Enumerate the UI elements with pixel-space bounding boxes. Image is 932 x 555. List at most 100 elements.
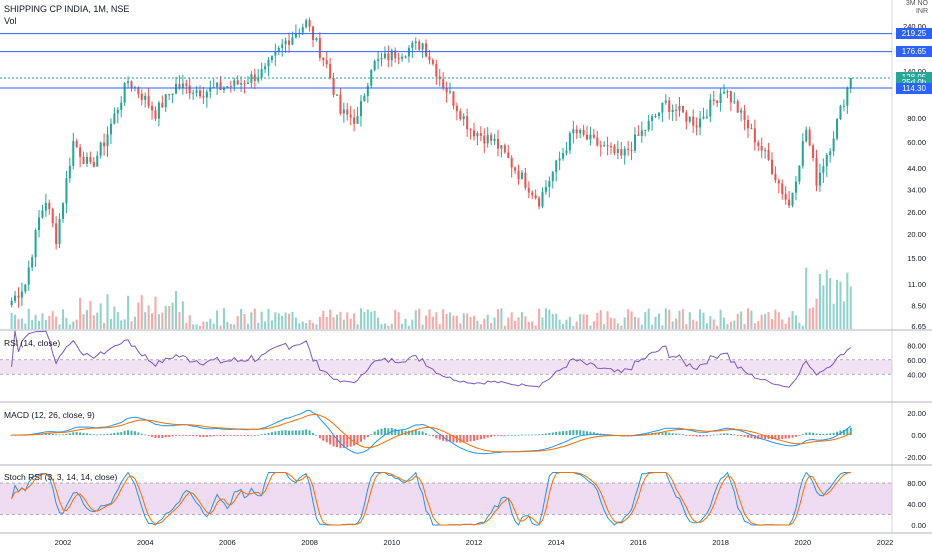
- candle-body: [209, 87, 212, 92]
- volume-bar: [82, 314, 85, 329]
- macd-histogram-bar: [192, 435, 195, 437]
- volume-bar: [452, 315, 455, 329]
- candle-body: [565, 150, 568, 154]
- volume-bar: [753, 323, 756, 329]
- volume-bar: [404, 318, 407, 329]
- volume-bar: [579, 314, 582, 329]
- macd-histogram-bar: [462, 435, 465, 443]
- volume-bar: [445, 313, 448, 329]
- candle-body: [661, 102, 664, 113]
- candle-body: [55, 223, 58, 245]
- time-tick-label: 2014: [548, 538, 565, 547]
- candle-body: [370, 70, 373, 86]
- volume-bar: [174, 291, 178, 329]
- candle-body: [17, 295, 20, 298]
- macd-histogram-bar: [168, 435, 171, 437]
- macd-histogram-bar: [61, 434, 65, 436]
- candle-body: [202, 96, 205, 98]
- volume-bar: [250, 312, 253, 329]
- volume-bar: [613, 318, 616, 329]
- candle-body: [668, 100, 671, 112]
- macd-histogram-bar: [716, 434, 719, 436]
- candle-body: [329, 64, 332, 78]
- macd-histogram-bar: [222, 435, 226, 436]
- candle-body: [147, 96, 150, 107]
- macd-histogram-bar: [671, 433, 674, 435]
- volume-bar: [61, 309, 65, 329]
- candle-body: [599, 145, 602, 147]
- macd-histogram-bar: [794, 435, 797, 437]
- volume-bar: [538, 308, 541, 329]
- volume-bar: [226, 321, 229, 329]
- macd-histogram-bar: [154, 435, 157, 438]
- volume-bar: [260, 311, 263, 329]
- candle-body: [692, 116, 695, 126]
- candle-body: [431, 59, 434, 64]
- candle-body: [445, 87, 448, 93]
- macd-tick-label: -20.00: [905, 453, 926, 462]
- candle-body: [233, 80, 236, 87]
- price-tick-label: 26.00: [907, 208, 926, 217]
- volume-bar: [692, 319, 695, 329]
- volume-bar: [507, 317, 510, 329]
- macd-histogram-bar: [507, 434, 510, 436]
- volume-bar: [596, 312, 599, 329]
- volume-bar: [435, 312, 438, 329]
- macd-histogram-bar: [99, 434, 102, 436]
- candle-body: [281, 44, 284, 48]
- volume-bar: [651, 324, 654, 329]
- candle-body: [596, 137, 599, 146]
- volume-bar: [544, 308, 547, 329]
- candle-body: [394, 50, 397, 59]
- volume-bar: [589, 325, 592, 329]
- time-tick-label: 2006: [219, 538, 236, 547]
- candle-body: [61, 203, 65, 219]
- price-line-label: 114.30: [896, 82, 932, 94]
- macd-histogram-bar: [195, 435, 198, 437]
- volume-bar: [222, 308, 226, 329]
- volume-bar: [144, 312, 147, 329]
- macd-histogram-bar: [370, 434, 373, 436]
- candle-body: [764, 149, 767, 151]
- macd-histogram-bar: [746, 435, 750, 438]
- macd-histogram-bar: [65, 433, 68, 435]
- volume-bar: [818, 273, 821, 329]
- volume-bar: [359, 308, 363, 329]
- macd-histogram-bar: [818, 433, 821, 435]
- candle-body: [51, 209, 54, 224]
- candle-body: [219, 82, 222, 91]
- macd-histogram-bar: [442, 435, 445, 441]
- volume-bar: [562, 324, 565, 329]
- macd-histogram-bar: [777, 435, 780, 440]
- candle-body: [510, 157, 513, 168]
- volume-bar: [219, 325, 222, 329]
- volume-bar: [387, 325, 390, 329]
- candle-body: [291, 37, 294, 45]
- currency-box[interactable]: 3M NO INR: [906, 0, 928, 16]
- volume-bar: [496, 309, 500, 329]
- candle-body: [349, 114, 352, 118]
- volume-bar: [216, 310, 219, 329]
- volume-bar: [633, 316, 637, 329]
- volume-bar: [517, 317, 520, 329]
- candle-body: [222, 87, 226, 91]
- candle-body: [794, 181, 797, 193]
- volume-bar: [291, 311, 294, 329]
- volume-bar: [846, 272, 849, 329]
- macd-histogram-bar: [538, 434, 541, 436]
- volume-bar: [647, 308, 650, 329]
- volume-bar: [448, 312, 452, 329]
- macd-histogram-bar: [469, 435, 472, 442]
- volume-bar: [233, 324, 236, 329]
- candle-body: [75, 141, 78, 148]
- candle-body: [267, 60, 270, 67]
- volume-bar: [565, 319, 568, 329]
- macd-histogram-bar: [548, 433, 551, 435]
- macd-histogram-bar: [592, 432, 595, 435]
- candle-body: [685, 112, 688, 122]
- time-tick-label: 2002: [55, 538, 72, 547]
- macd-histogram-bar: [260, 434, 263, 436]
- volume-group: [10, 267, 852, 329]
- candle-body: [353, 117, 356, 124]
